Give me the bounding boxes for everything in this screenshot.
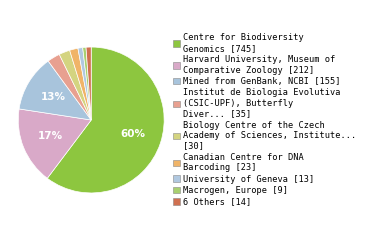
- Wedge shape: [59, 50, 91, 120]
- Text: 17%: 17%: [38, 132, 63, 142]
- Text: 60%: 60%: [120, 129, 145, 139]
- Wedge shape: [83, 47, 91, 120]
- Wedge shape: [47, 47, 164, 193]
- Text: 13%: 13%: [41, 92, 66, 102]
- Wedge shape: [78, 48, 91, 120]
- Legend: Centre for Biodiversity
Genomics [745], Harvard University, Museum of
Comparativ: Centre for Biodiversity Genomics [745], …: [173, 33, 356, 207]
- Wedge shape: [19, 61, 91, 120]
- Wedge shape: [86, 47, 91, 120]
- Wedge shape: [48, 54, 91, 120]
- Wedge shape: [18, 109, 91, 178]
- Wedge shape: [70, 48, 91, 120]
